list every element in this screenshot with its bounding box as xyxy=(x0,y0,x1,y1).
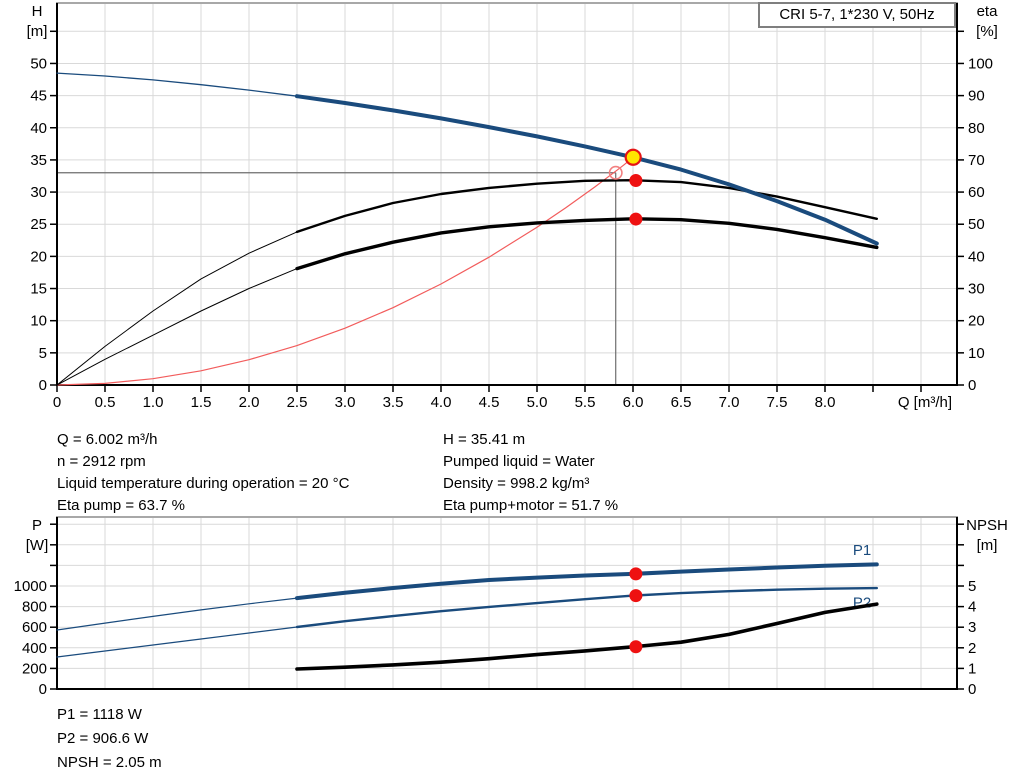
density-value: Density = 998.2 kg/m³ xyxy=(443,475,590,492)
left-tick-label: 0 xyxy=(39,681,47,698)
p1-value: P1 = 1118 W xyxy=(57,706,142,723)
right-tick-label: 5 xyxy=(968,578,976,595)
left-tick-label: 400 xyxy=(22,640,47,657)
p1-power-curve xyxy=(295,562,879,601)
eta-pump xyxy=(295,178,878,234)
left-tick-label: 30 xyxy=(30,184,47,201)
x-tick-label: 4.0 xyxy=(431,394,452,411)
p2-value: P2 = 906.6 W xyxy=(57,730,149,747)
left-tick-label: 25 xyxy=(30,216,47,233)
right-tick-label: 20 xyxy=(968,313,985,330)
left-axis-title: [m] xyxy=(27,23,48,40)
speed-value: n = 2912 rpm xyxy=(57,453,146,470)
eta-pump-plus-motor xyxy=(295,217,879,271)
x-tick-label: 8.0 xyxy=(815,394,836,411)
x-tick-label: 6.0 xyxy=(623,394,644,411)
right-axis-title: NPSH xyxy=(966,517,1008,534)
right-tick-label: 1 xyxy=(968,660,976,677)
p2-operating-dot xyxy=(629,589,643,603)
right-tick-label: 4 xyxy=(968,599,976,616)
npsh-operating-dot xyxy=(629,640,643,654)
right-tick-label: 60 xyxy=(968,184,985,201)
right-tick-label: 30 xyxy=(968,281,985,298)
left-tick-label: 0 xyxy=(39,377,47,394)
left-tick-label: 600 xyxy=(22,619,47,636)
pump-title-box: CRI 5-7, 1*230 V, 50Hz xyxy=(758,2,956,28)
right-axis-title: eta xyxy=(977,3,999,20)
right-tick-label: 90 xyxy=(968,88,985,105)
left-tick-label: 50 xyxy=(30,55,47,72)
left-tick-label: 1000 xyxy=(14,578,47,595)
liquid-temp-value: Liquid temperature during operation = 20… xyxy=(57,475,350,492)
p1-power-curve-label: P1 xyxy=(853,542,871,559)
x-tick-label: 1.5 xyxy=(191,394,212,411)
eta-total-value: Eta pump+motor = 51.7 % xyxy=(443,497,619,514)
p1-power-curve-thin xyxy=(56,597,298,631)
x-tick-label: 7.0 xyxy=(719,394,740,411)
left-tick-label: 40 xyxy=(30,120,47,137)
operating-data-left: Q = 6.002 m³/h n = 2912 rpm Liquid tempe… xyxy=(57,429,349,517)
duty-point-dot xyxy=(624,148,642,166)
head-value: H = 35.41 m xyxy=(443,431,526,448)
pumped-liquid-value: Pumped liquid = Water xyxy=(443,453,595,470)
right-tick-label: 10 xyxy=(968,345,985,362)
x-tick-label: 5.5 xyxy=(575,394,596,411)
right-tick-label: 0 xyxy=(968,681,976,698)
flow-value: Q = 6.002 m³/h xyxy=(57,431,158,448)
x-tick-label: 6.5 xyxy=(671,394,692,411)
x-tick-label: 2.0 xyxy=(239,394,260,411)
right-axis-title: [%] xyxy=(976,23,998,40)
left-tick-label: 5 xyxy=(39,345,47,362)
left-tick-label: 20 xyxy=(30,248,47,265)
eta-pump-motor-operating-dot xyxy=(629,212,643,226)
p1-operating-dot xyxy=(629,567,643,581)
left-tick-label: 800 xyxy=(22,599,47,616)
right-tick-label: 0 xyxy=(968,377,976,394)
npsh-curve xyxy=(295,602,879,671)
x-tick-label: 7.5 xyxy=(767,394,788,411)
system-curve xyxy=(56,156,634,386)
left-tick-label: 200 xyxy=(22,660,47,677)
operating-data-right: H = 35.41 m Pumped liquid = Water Densit… xyxy=(443,429,618,517)
left-axis-title: P xyxy=(32,517,42,534)
x-tick-label: 1.0 xyxy=(143,394,164,411)
hq-eta-chart: 0 0.5 1.0 1.5 2.0 2.5 3.0 3.5 4.0 4.5 5.0 5.5 6.0 6.5… xyxy=(27,2,999,411)
eta-pump-plus-motor-thin xyxy=(56,268,298,386)
npsh-value: NPSH = 2.05 m xyxy=(57,754,162,771)
x-tick-label: 0.5 xyxy=(95,394,116,411)
right-tick-label: 100 xyxy=(968,55,993,72)
x-axis-title: Q [m³/h] xyxy=(898,394,952,411)
right-tick-label: 2 xyxy=(968,640,976,657)
requested-duty-point-ring xyxy=(608,165,623,180)
power-data: P1 = 1118 W P2 = 906.6 W NPSH = 2.05 m xyxy=(57,703,162,775)
right-tick-label: 70 xyxy=(968,152,985,169)
x-tick-label: 4.5 xyxy=(479,394,500,411)
right-axis-title: [m] xyxy=(977,537,998,554)
left-axis-title: H xyxy=(32,3,43,20)
x-tick-label: 2.5 xyxy=(287,394,308,411)
x-tick-label: 5.0 xyxy=(527,394,548,411)
hq-pump-curve-thin xyxy=(56,72,298,97)
right-tick-label: 50 xyxy=(968,216,985,233)
x-tick-label: 0 xyxy=(53,394,61,411)
left-tick-label: 45 xyxy=(30,88,47,105)
left-tick-label: 15 xyxy=(30,281,47,298)
hq-pump-curve xyxy=(295,94,879,246)
eta-pump-thin xyxy=(56,231,298,386)
eta-pump-value: Eta pump = 63.7 % xyxy=(57,497,185,514)
eta-pump-operating-dot xyxy=(629,173,643,187)
p2-power-curve-thin xyxy=(56,626,298,658)
left-tick-label: 10 xyxy=(30,313,47,330)
p2-power-curve xyxy=(295,586,878,629)
right-tick-label: 80 xyxy=(968,120,985,137)
left-tick-label: 35 xyxy=(30,152,47,169)
left-axis-title: [W] xyxy=(26,537,49,554)
right-tick-label: 40 xyxy=(968,248,985,265)
right-tick-label: 3 xyxy=(968,619,976,636)
x-tick-label: 3.0 xyxy=(335,394,356,411)
x-tick-label: 3.5 xyxy=(383,394,404,411)
